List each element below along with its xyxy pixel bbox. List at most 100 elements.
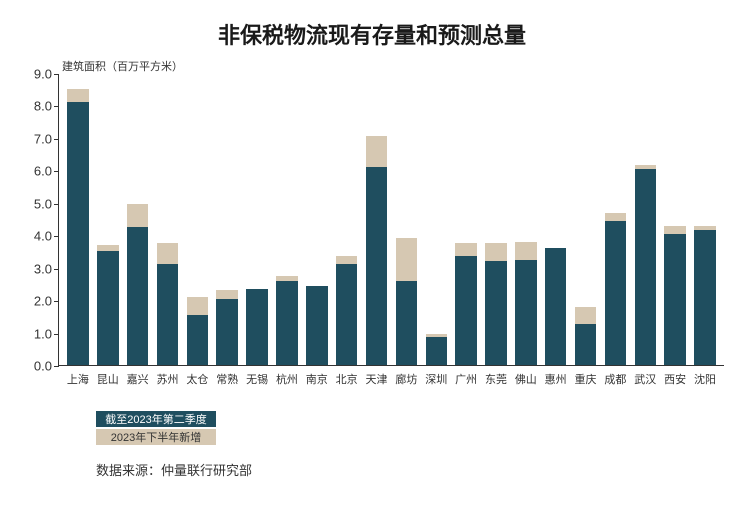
bar-segment-existing — [336, 264, 357, 365]
x-label: 广州 — [455, 371, 477, 387]
bar-segment-existing — [515, 260, 536, 365]
bar-segment-new — [67, 89, 88, 102]
x-label: 太仓 — [186, 371, 208, 387]
bar-slot: 广州 — [451, 74, 481, 365]
x-label: 沈阳 — [694, 371, 716, 387]
legend-swatch: 2023年下半年新增 — [96, 429, 216, 445]
bar — [515, 242, 536, 365]
x-label: 廊坊 — [395, 371, 417, 387]
x-label: 武汉 — [634, 371, 656, 387]
x-label: 苏州 — [157, 371, 179, 387]
bar — [97, 245, 118, 365]
bar-segment-existing — [664, 234, 685, 365]
bar-slot: 成都 — [600, 74, 630, 365]
bar — [67, 89, 88, 365]
bar-segment-existing — [545, 248, 566, 365]
bar-slot: 苏州 — [153, 74, 183, 365]
bar-segment-new — [485, 243, 506, 261]
y-tick-mark — [54, 204, 59, 205]
bar-slot: 深圳 — [421, 74, 451, 365]
bar-segment-existing — [97, 251, 118, 365]
x-label: 深圳 — [425, 371, 447, 387]
bar-segment-new — [187, 297, 208, 315]
bar-slot: 上海 — [63, 74, 93, 365]
bar-segment-existing — [575, 324, 596, 365]
bar-segment-existing — [485, 261, 506, 365]
x-label: 重庆 — [575, 371, 597, 387]
y-tick-mark — [54, 366, 59, 367]
bar-slot: 常熟 — [212, 74, 242, 365]
bar — [336, 256, 357, 365]
bar — [396, 238, 417, 365]
bar-slot: 杭州 — [272, 74, 302, 365]
y-tick-mark — [54, 171, 59, 172]
y-tick-mark — [54, 139, 59, 140]
bar-segment-new — [127, 204, 148, 227]
bar-segment-existing — [694, 230, 715, 365]
y-tick: 4.0 — [18, 229, 52, 244]
bar-slot: 天津 — [362, 74, 392, 365]
bar-slot: 无锡 — [242, 74, 272, 365]
x-label: 南京 — [306, 371, 328, 387]
bar-segment-new — [664, 226, 685, 234]
plot: 上海昆山嘉兴苏州太仓常熟无锡杭州南京北京天津廊坊深圳广州东莞佛山惠州重庆成都武汉… — [58, 74, 724, 366]
bar — [187, 297, 208, 365]
bar — [246, 289, 267, 365]
bar-segment-existing — [216, 299, 237, 366]
legend-row: 2023年下半年新增 — [96, 428, 216, 446]
bar — [306, 286, 327, 365]
x-label: 成都 — [604, 371, 626, 387]
y-axis-title: 建筑面积（百万平方米） — [62, 58, 183, 74]
bar — [276, 276, 297, 365]
bar-slot: 昆山 — [93, 74, 123, 365]
y-tick-mark — [54, 301, 59, 302]
bar-slot: 沈阳 — [690, 74, 720, 365]
bar — [605, 213, 626, 365]
bar — [545, 248, 566, 365]
bar-segment-new — [605, 213, 626, 221]
y-tick: 7.0 — [18, 131, 52, 146]
source-label: 数据来源：仲量联行研究部 — [96, 460, 252, 479]
x-label: 天津 — [366, 371, 388, 387]
bar — [694, 226, 715, 366]
y-tick: 6.0 — [18, 164, 52, 179]
y-tick-mark — [54, 106, 59, 107]
y-tick-mark — [54, 236, 59, 237]
y-tick: 1.0 — [18, 326, 52, 341]
bar-segment-existing — [127, 227, 148, 365]
bar-segment-existing — [306, 286, 327, 365]
legend-row: 截至2023年第二季度 — [96, 410, 216, 428]
bar-segment-existing — [455, 256, 476, 365]
bar — [216, 290, 237, 365]
bar-segment-new — [575, 307, 596, 325]
x-label: 佛山 — [515, 371, 537, 387]
x-label: 杭州 — [276, 371, 298, 387]
bar-slot: 嘉兴 — [123, 74, 153, 365]
bar-slot: 北京 — [332, 74, 362, 365]
bar-segment-existing — [396, 281, 417, 365]
bar-slot: 东莞 — [481, 74, 511, 365]
bar-segment-existing — [276, 281, 297, 365]
x-label: 常熟 — [216, 371, 238, 387]
bar — [157, 243, 178, 365]
chart-title: 非保税物流现有存量和预测总量 — [0, 0, 744, 58]
x-label: 嘉兴 — [127, 371, 149, 387]
y-tick: 3.0 — [18, 261, 52, 276]
bar-slot: 佛山 — [511, 74, 541, 365]
bar — [635, 165, 656, 365]
bars-container: 上海昆山嘉兴苏州太仓常熟无锡杭州南京北京天津廊坊深圳广州东莞佛山惠州重庆成都武汉… — [59, 74, 724, 365]
bar — [664, 226, 685, 366]
y-tick: 5.0 — [18, 196, 52, 211]
bar-segment-new — [336, 256, 357, 264]
bar-segment-new — [455, 243, 476, 256]
chart-area: 建筑面积（百万平方米） 上海昆山嘉兴苏州太仓常熟无锡杭州南京北京天津廊坊深圳广州… — [58, 58, 724, 388]
y-tick: 9.0 — [18, 67, 52, 82]
legend-swatch: 截至2023年第二季度 — [96, 411, 216, 427]
x-label: 昆山 — [97, 371, 119, 387]
bar-segment-existing — [635, 169, 656, 365]
y-tick: 2.0 — [18, 294, 52, 309]
bar — [426, 334, 447, 365]
bar-segment-existing — [67, 102, 88, 365]
bar-slot: 太仓 — [182, 74, 212, 365]
bar-segment-new — [157, 243, 178, 264]
